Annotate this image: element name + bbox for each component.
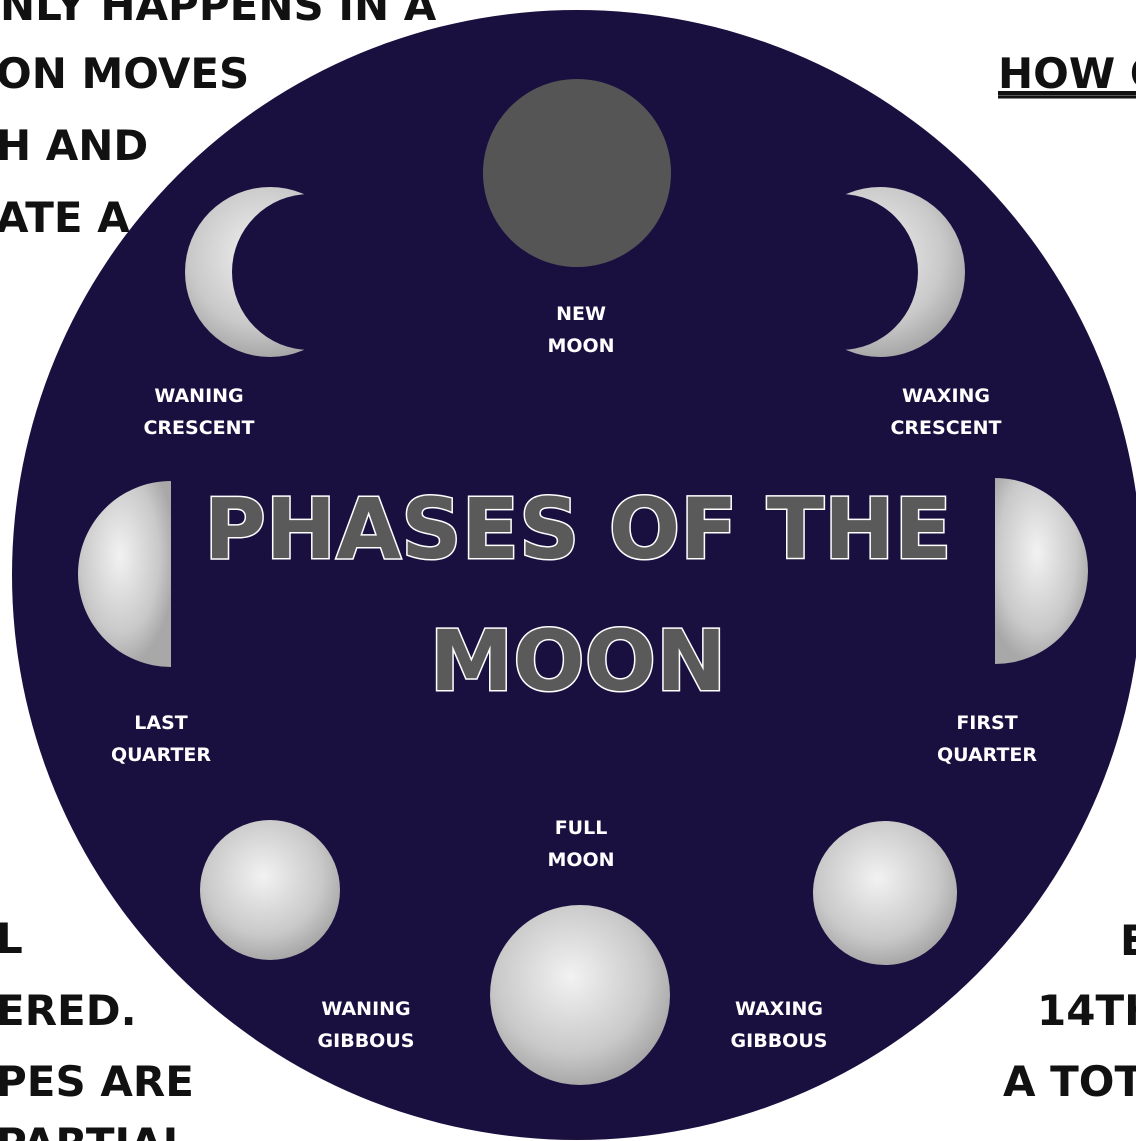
phase-label: WAXING [902,385,990,407]
infographic: NLY HAPPENS IN A ON MOVES H AND ATE A L ERED.… [0,0,1136,1141]
phase-label: FIRST [956,712,1017,734]
side-text-line: ERED. [0,986,137,1035]
side-text-line: A TOTA [1003,1057,1136,1106]
title-line: MOON [430,612,727,710]
new-moon [483,79,671,267]
phase-label: QUARTER [937,744,1037,766]
phase-label: WAXING [735,998,823,1020]
phase-label: FULL [555,817,608,839]
phase-label: MOON [547,335,614,357]
phase-label: WANING [321,998,410,1020]
side-text-line: PES ARE [0,1057,194,1106]
phase-label: WANING [154,385,243,407]
side-text-line: E [1120,916,1136,965]
waxing-gibbous-moon [813,821,957,965]
side-text-line: H AND [0,121,148,170]
phase-label: CRESCENT [143,417,254,439]
side-text-line: PARTIAL [0,1119,189,1141]
phase-label: GIBBOUS [731,1030,828,1052]
full-moon [490,905,670,1085]
side-text-line: NLY HAPPENS IN A [0,0,437,30]
phase-label: CRESCENT [890,417,1001,439]
side-text-line: ATE A [0,193,130,242]
side-heading: HOW O [998,49,1136,98]
side-text-line: 14TH, [1037,986,1136,1035]
phase-label: QUARTER [111,744,211,766]
waning-gibbous-moon [200,820,340,960]
phase-label: GIBBOUS [318,1030,415,1052]
side-text-line: L [0,914,23,963]
side-text-line: ON MOVES [0,49,249,98]
phase-label: LAST [134,712,187,734]
phase-label: MOON [547,849,614,871]
title-line: PHASES OF THE [204,480,952,578]
moon-shadow [762,194,918,350]
moon-shadow [232,194,388,350]
phase-label: NEW [556,303,606,325]
